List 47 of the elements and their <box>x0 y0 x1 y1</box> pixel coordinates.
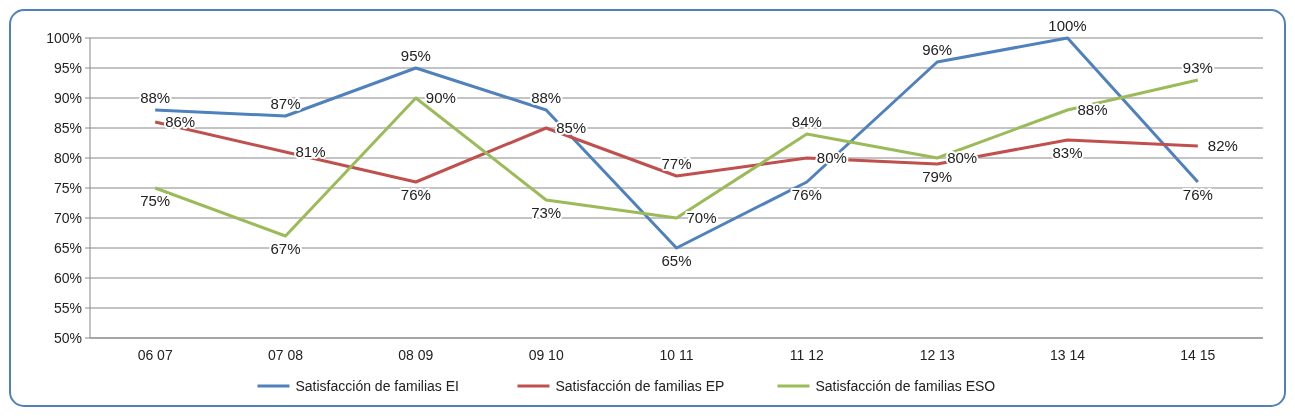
legend-label: Satisfacción de familias EP <box>555 377 725 394</box>
y-tick-label: 80% <box>53 149 82 166</box>
data-label: 76% <box>1182 186 1213 203</box>
x-tick-label: 07 08 <box>267 347 304 363</box>
data-label: 76% <box>791 186 822 203</box>
data-label: 96% <box>922 41 953 58</box>
y-tick-label: 85% <box>53 119 82 136</box>
x-tick-label: 09 10 <box>528 347 564 363</box>
y-tick-label: 100% <box>46 29 82 46</box>
data-label: 76% <box>400 186 431 203</box>
y-tick-label: 60% <box>53 269 82 286</box>
data-label: 73% <box>531 204 562 221</box>
y-tick-label: 55% <box>53 299 82 316</box>
x-tick-label: 13 14 <box>1049 347 1086 363</box>
y-tick-label: 95% <box>53 59 82 76</box>
data-label: 82% <box>1207 137 1238 154</box>
data-label: 90% <box>425 89 456 106</box>
data-label: 83% <box>1052 144 1083 161</box>
data-label: 86% <box>165 113 196 130</box>
data-label: 93% <box>1182 59 1213 76</box>
data-label: 65% <box>661 252 692 269</box>
x-tick-label: 14 15 <box>1180 347 1216 363</box>
data-label: 88% <box>1077 101 1108 118</box>
legend-label: Satisfacción de familias ESO <box>815 377 996 394</box>
data-label: 100% <box>1048 17 1087 34</box>
data-label: 88% <box>140 89 171 106</box>
y-tick-label: 70% <box>53 209 82 226</box>
data-label: 70% <box>686 209 717 226</box>
y-tick-label: 50% <box>53 329 82 346</box>
data-label: 79% <box>922 168 953 185</box>
x-tick-label: 11 12 <box>789 347 825 363</box>
y-tick-label: 90% <box>53 89 82 106</box>
x-tick-label: 10 11 <box>659 347 694 363</box>
data-label: 77% <box>661 155 692 172</box>
y-tick-label: 75% <box>53 179 82 196</box>
data-label: 81% <box>295 143 326 160</box>
data-label: 67% <box>270 240 301 257</box>
legend-label: Satisfacción de familias EI <box>295 377 459 394</box>
data-label: 84% <box>791 113 822 130</box>
data-label: 95% <box>400 47 431 64</box>
data-label: 87% <box>270 95 301 112</box>
data-label: 88% <box>531 89 562 106</box>
y-tick-label: 65% <box>53 239 82 256</box>
data-label: 75% <box>140 192 171 209</box>
x-tick-label: 06 07 <box>137 347 173 363</box>
x-tick-label: 08 09 <box>398 347 434 363</box>
x-tick-label: 12 13 <box>919 347 955 363</box>
